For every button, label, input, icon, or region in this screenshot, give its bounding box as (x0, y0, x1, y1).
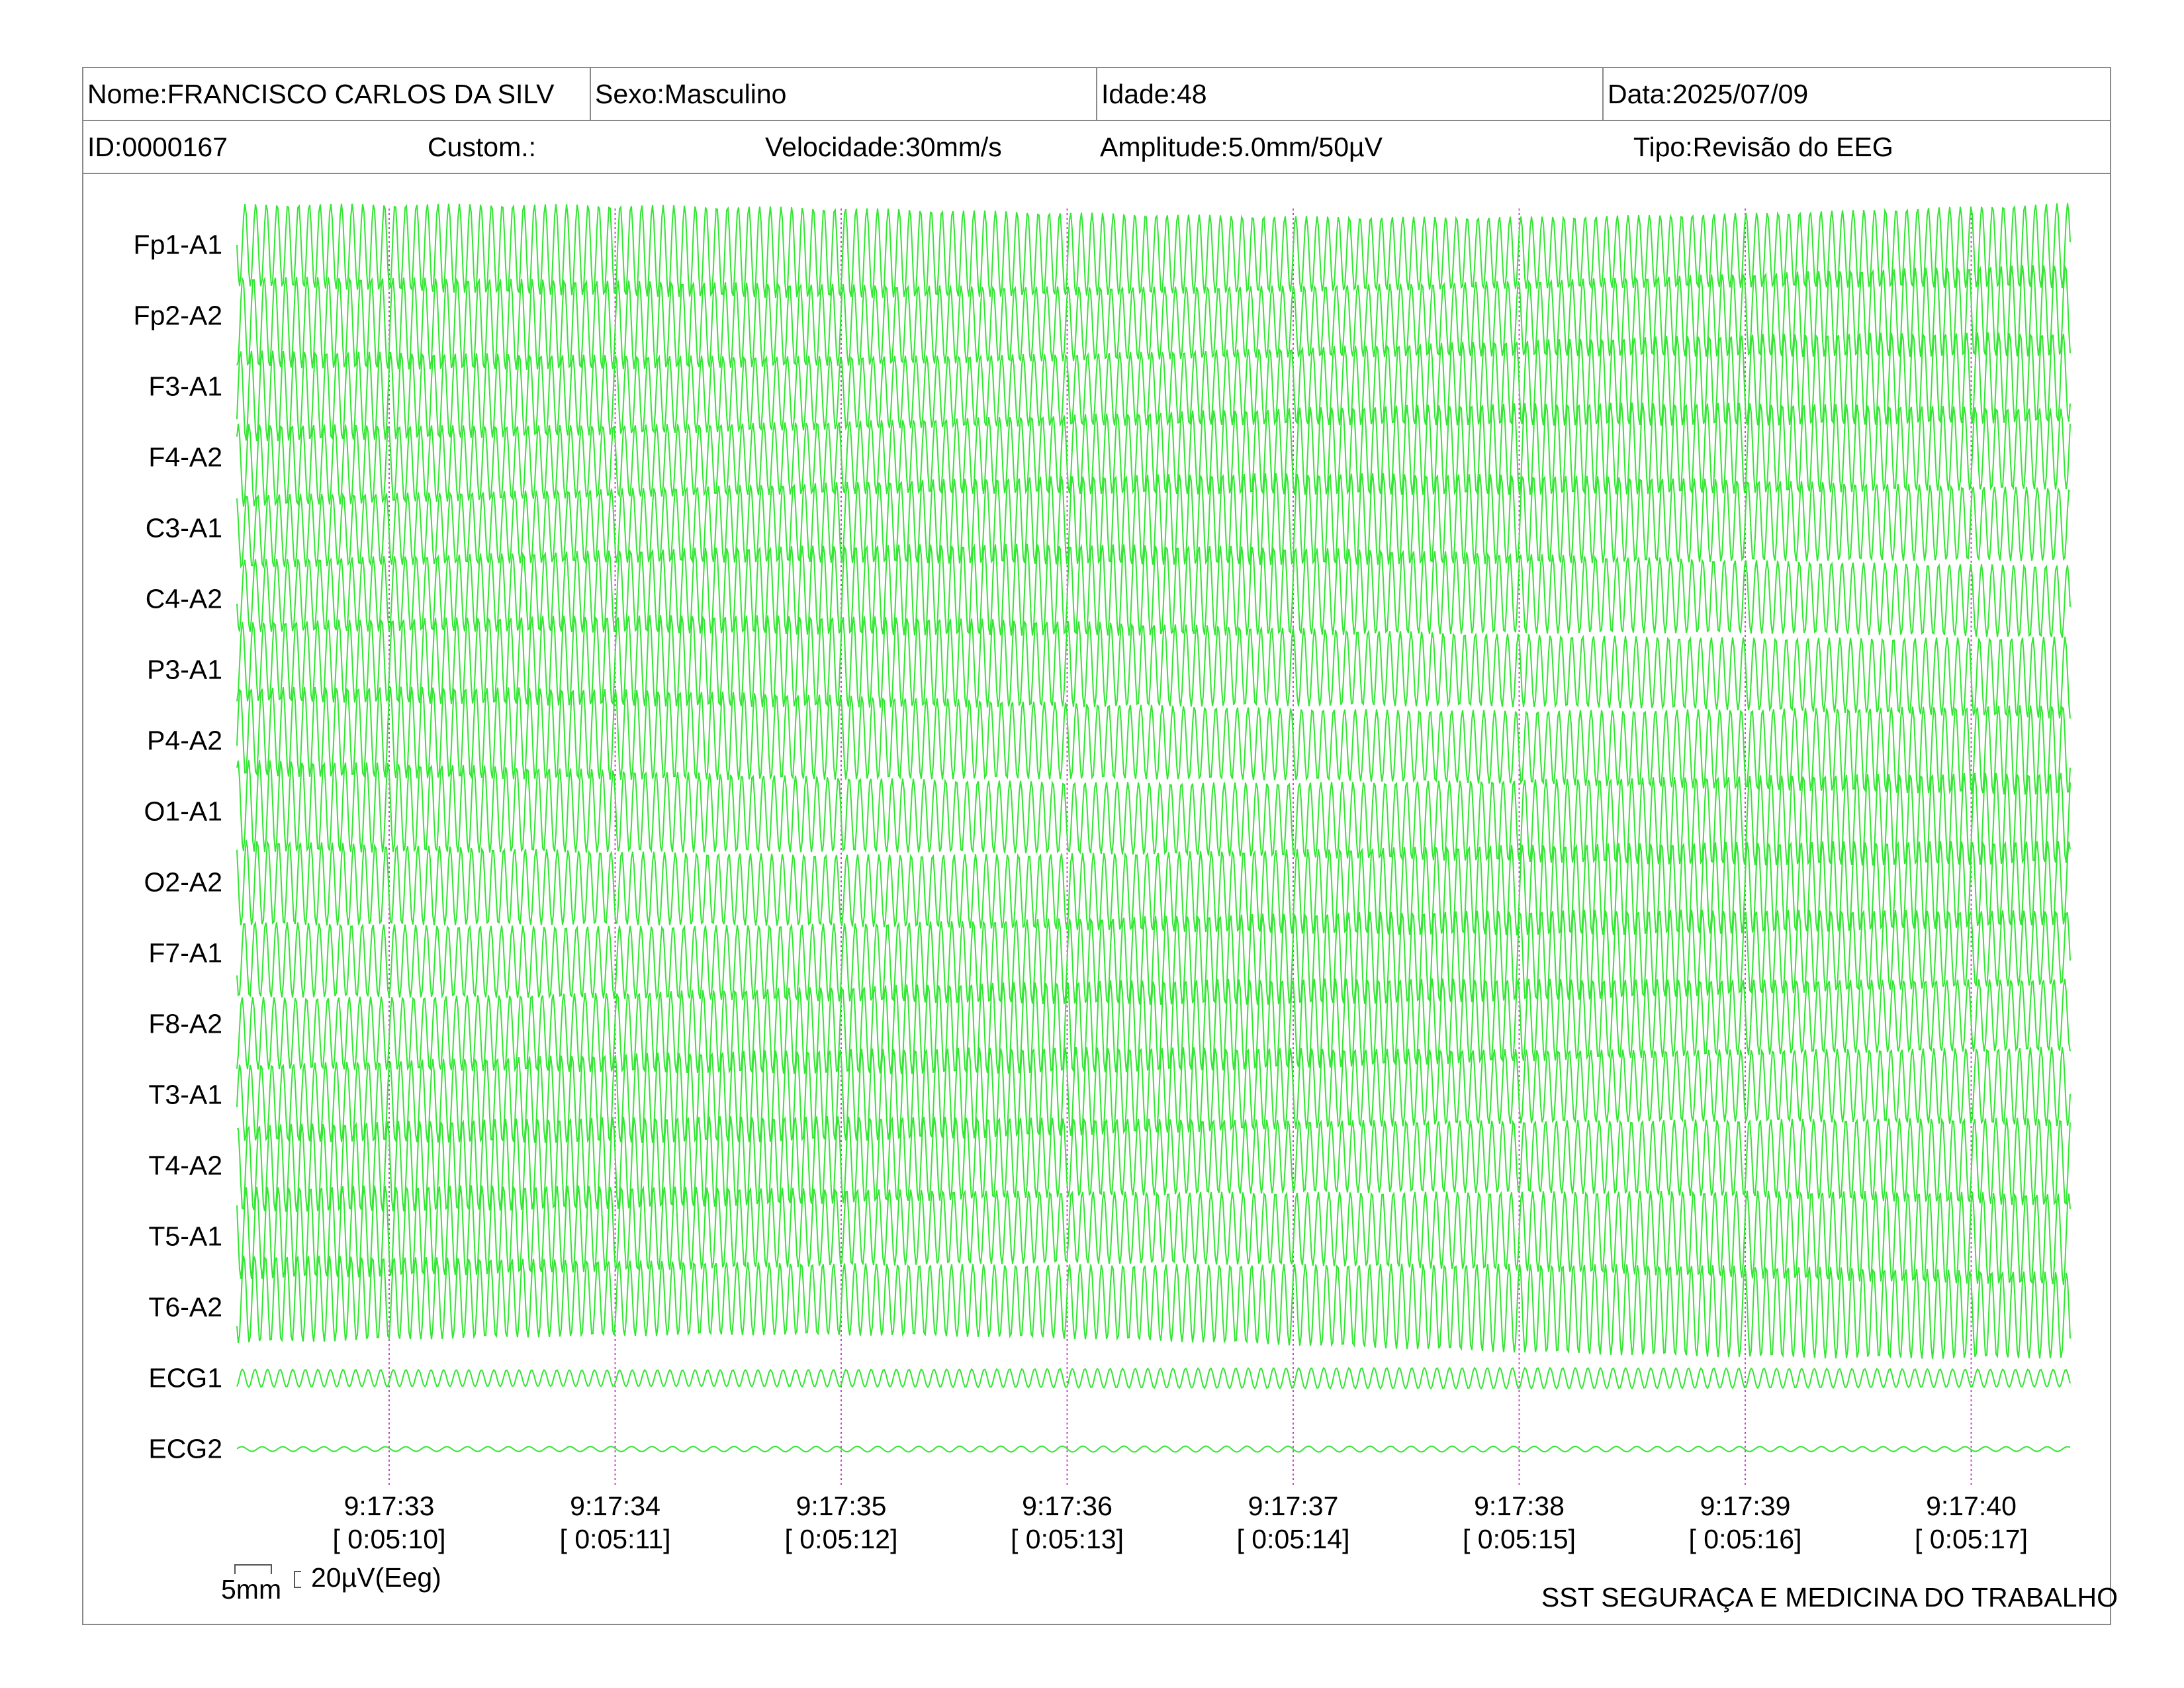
time-mark-label: 9:17:34[ 0:05:11] (529, 1489, 702, 1556)
channel-label: F8-A2 (77, 1009, 222, 1040)
channel-label: F3-A1 (77, 371, 222, 402)
time-mark-elapsed: [ 0:05:12] (755, 1523, 927, 1556)
time-mark-clock: 9:17:37 (1207, 1489, 1379, 1523)
channel-label: O2-A2 (77, 867, 222, 898)
time-mark-label: 9:17:36[ 0:05:13] (981, 1489, 1154, 1556)
channel-label: ECG1 (77, 1363, 222, 1394)
channel-label: P4-A2 (77, 726, 222, 757)
time-mark-clock: 9:17:36 (981, 1489, 1154, 1523)
channel-trace (237, 1047, 2070, 1143)
time-mark-elapsed: [ 0:05:16] (1659, 1523, 1831, 1556)
time-mark-clock: 9:17:34 (529, 1489, 702, 1523)
time-mark-clock: 9:17:33 (303, 1489, 475, 1523)
channel-label: C4-A2 (77, 584, 222, 615)
eeg-traces (0, 0, 2184, 1688)
channel-label: P3-A1 (77, 655, 222, 686)
time-mark-clock: 9:17:40 (1886, 1489, 2058, 1523)
time-mark-label: 9:17:37[ 0:05:14] (1207, 1489, 1379, 1556)
channel-label: Fp1-A1 (77, 230, 222, 261)
time-mark-elapsed: [ 0:05:11] (529, 1523, 702, 1556)
scale-uv-label: 20µV(Eeg) (311, 1562, 441, 1593)
channel-label: ECG2 (77, 1434, 222, 1465)
time-mark-clock: 9:17:38 (1433, 1489, 1606, 1523)
time-mark-label: 9:17:40[ 0:05:17] (1886, 1489, 2058, 1556)
channel-trace (237, 1368, 2070, 1388)
time-mark-clock: 9:17:39 (1659, 1489, 1831, 1523)
time-mark-label: 9:17:35[ 0:05:12] (755, 1489, 927, 1556)
channel-label: T6-A2 (77, 1292, 222, 1323)
time-mark-elapsed: [ 0:05:13] (981, 1523, 1154, 1556)
channel-label: F7-A1 (77, 938, 222, 969)
time-mark-elapsed: [ 0:05:15] (1433, 1523, 1606, 1556)
time-mark-label: 9:17:33[ 0:05:10] (303, 1489, 475, 1556)
channel-trace (237, 840, 2070, 935)
time-mark-label: 9:17:39[ 0:05:16] (1659, 1489, 1831, 1556)
channel-trace (237, 760, 2070, 865)
channel-label: F4-A2 (77, 442, 222, 473)
channel-label: O1-A1 (77, 796, 222, 827)
channel-label: T3-A1 (77, 1080, 222, 1111)
channel-label: T5-A1 (77, 1221, 222, 1252)
channel-label: T4-A2 (77, 1150, 222, 1182)
channel-trace (237, 1446, 2070, 1452)
scale-mm-label: 5mm (221, 1574, 281, 1605)
channel-trace (237, 686, 2070, 794)
footer-organization: SST SEGURAÇA E MEDICINA DO TRABALHO (1541, 1582, 2118, 1613)
time-mark-elapsed: [ 0:05:17] (1886, 1523, 2058, 1556)
channel-label: C3-A1 (77, 513, 222, 544)
channel-trace (237, 1256, 2070, 1359)
time-mark-clock: 9:17:35 (755, 1489, 927, 1523)
channel-trace (237, 615, 2070, 718)
time-mark-label: 9:17:38[ 0:05:15] (1433, 1489, 1606, 1556)
time-mark-elapsed: [ 0:05:10] (303, 1523, 475, 1556)
time-mark-elapsed: [ 0:05:14] (1207, 1523, 1379, 1556)
channel-label: Fp2-A2 (77, 301, 222, 332)
